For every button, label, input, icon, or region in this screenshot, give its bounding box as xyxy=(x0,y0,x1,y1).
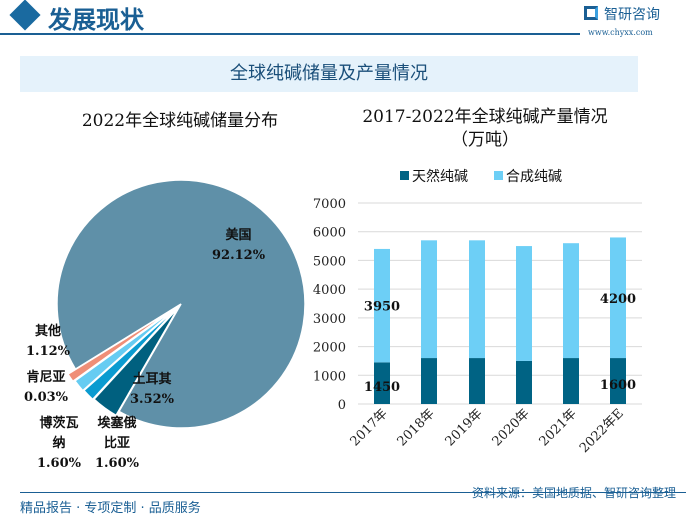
bar-1-5 xyxy=(610,237,626,359)
bar-1-1 xyxy=(421,240,437,359)
header-divider xyxy=(0,33,580,35)
pie-slice-0 xyxy=(56,179,306,429)
pie-slice-1 xyxy=(92,307,179,417)
bar-1-0 xyxy=(374,248,390,363)
x-tick-label: 2020年 xyxy=(490,406,533,449)
bar-0-2 xyxy=(469,358,485,404)
footer-tagline: 精品报告 · 专项定制 · 品质服务 xyxy=(20,501,201,516)
bar-0-0 xyxy=(374,362,390,404)
pie-label-usa: 美国 92.12% xyxy=(212,226,265,266)
bar-0-3 xyxy=(516,360,532,404)
bar-0-4 xyxy=(563,358,579,404)
bar-chart-title: 2017-2022年全球纯碱产量情况 （万吨） xyxy=(340,106,630,152)
y-tick-label: 2000 xyxy=(313,341,346,356)
bar-0-1 xyxy=(421,358,437,404)
pie-label-kenya: 肯尼亚 0.03% xyxy=(24,368,68,408)
pie-label-usa-value: 92.12% xyxy=(212,248,266,263)
y-tick-label: 1000 xyxy=(313,369,346,384)
y-tick-label: 6000 xyxy=(313,226,346,241)
pie-chart-title: 2022年全球纯碱储量分布 xyxy=(81,111,279,131)
data-label: 3950 xyxy=(364,300,400,315)
legend-label: 天然纯碱 xyxy=(412,168,468,185)
brand-logo-icon xyxy=(584,6,598,20)
banner-title: 全球纯碱储量及产量情况 xyxy=(230,63,428,84)
y-tick-label: 5000 xyxy=(313,254,346,269)
data-label: 1450 xyxy=(364,380,400,395)
pie-label-other-name: 其他 xyxy=(35,324,62,339)
data-label: 1600 xyxy=(600,378,636,393)
bar-title-unit: （万吨） xyxy=(451,130,519,150)
bar-1-4 xyxy=(563,243,579,359)
x-tick-label: 2018年 xyxy=(395,406,438,449)
y-tick-label: 7000 xyxy=(313,197,346,212)
x-tick-label: 2021年 xyxy=(537,406,580,449)
y-tick-label: 0 xyxy=(338,398,346,413)
y-tick-label: 4000 xyxy=(313,283,346,298)
x-tick-label: 2019年 xyxy=(443,406,486,449)
pie-label-kenya-value: 0.03% xyxy=(24,390,69,405)
y-tick-label: 3000 xyxy=(313,312,346,327)
data-label: 4200 xyxy=(600,292,636,307)
legend-label: 合成纯碱 xyxy=(506,169,562,185)
legend-swatch xyxy=(494,171,503,180)
brand-name: 智研咨询 xyxy=(604,7,660,23)
pie-label-turkey-value: 3.52% xyxy=(130,392,175,407)
pie-label-ethiopia-value: 1.60% xyxy=(94,456,139,471)
banner: 全球纯碱储量及产量情况 xyxy=(20,56,638,92)
pie-label-usa-name: 美国 xyxy=(225,228,252,243)
x-tick-label: 2022年E xyxy=(577,406,627,456)
bar-1-3 xyxy=(516,246,532,361)
pie-label-ethiopia: 埃塞俄比亚 1.60% xyxy=(92,414,142,474)
section-title: 发展现状 xyxy=(48,6,144,34)
pie-label-turkey: 土耳其 3.52% xyxy=(130,370,174,410)
legend-swatch xyxy=(400,171,409,180)
pie-label-botswana-value: 1.60% xyxy=(36,456,81,471)
footer-divider xyxy=(20,492,686,493)
pie-label-turkey-name: 土耳其 xyxy=(132,372,172,387)
pie-label-ethiopia-name: 埃塞俄比亚 xyxy=(97,416,137,451)
bar-0-5 xyxy=(610,358,626,404)
pie-label-other: 其他 1.12% xyxy=(26,322,70,362)
pie-label-botswana-name: 博茨瓦纳 xyxy=(39,416,79,451)
bar-1-2 xyxy=(469,240,485,359)
pie-slice-5 xyxy=(66,308,174,383)
data-source: 资料来源：美国地质据、智研咨询整理 xyxy=(471,486,676,500)
x-tick-label: 2017年 xyxy=(348,406,391,449)
pie-label-kenya-name: 肯尼亚 xyxy=(26,370,66,385)
brand-url: www.chyxx.com xyxy=(588,28,653,37)
pie-label-botswana: 博茨瓦纳 1.60% xyxy=(34,414,84,474)
bar-title-main: 2017-2022年全球纯碱产量情况 xyxy=(362,107,608,127)
pie-label-other-value: 1.12% xyxy=(26,344,71,359)
